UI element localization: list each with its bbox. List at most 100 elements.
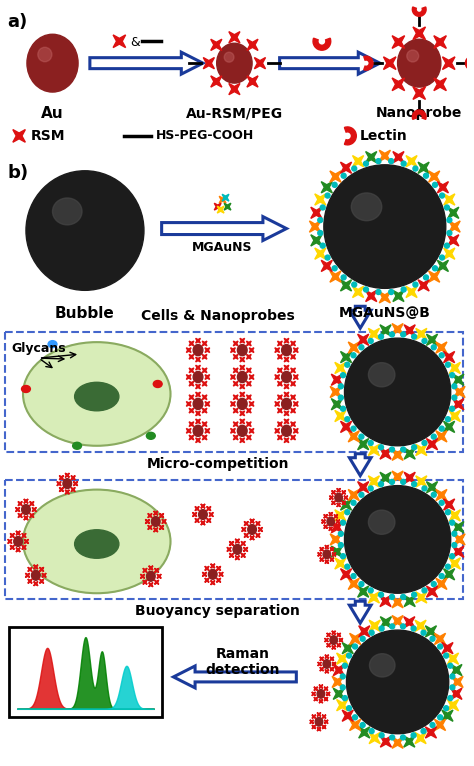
Polygon shape [349,601,371,623]
Polygon shape [359,626,370,637]
Circle shape [439,255,445,260]
Polygon shape [217,578,221,582]
Polygon shape [162,217,286,241]
Circle shape [338,384,343,389]
Circle shape [379,334,383,339]
Ellipse shape [282,425,292,437]
Polygon shape [365,290,377,302]
Polygon shape [330,667,334,671]
Polygon shape [350,719,361,731]
Ellipse shape [351,193,382,221]
Circle shape [390,594,394,600]
Polygon shape [406,286,417,297]
Polygon shape [331,398,342,410]
Polygon shape [322,715,326,719]
Polygon shape [278,355,283,359]
Polygon shape [331,546,342,558]
Circle shape [390,332,394,337]
Circle shape [446,565,450,569]
Polygon shape [404,617,415,628]
Polygon shape [196,419,201,424]
Circle shape [447,218,452,223]
Polygon shape [337,489,340,492]
Wedge shape [364,56,373,70]
Polygon shape [196,365,201,370]
Polygon shape [143,568,147,572]
Polygon shape [325,638,328,642]
Circle shape [318,218,323,223]
Polygon shape [16,531,20,535]
Circle shape [450,406,455,411]
Ellipse shape [193,372,203,382]
Polygon shape [330,271,341,282]
Polygon shape [357,482,369,493]
Polygon shape [291,341,295,346]
Polygon shape [321,182,332,193]
Text: b): b) [7,164,28,182]
Ellipse shape [151,516,160,526]
Polygon shape [189,422,194,427]
Circle shape [448,696,453,701]
Circle shape [445,243,449,248]
Polygon shape [353,155,364,167]
Polygon shape [202,408,207,413]
Ellipse shape [14,536,22,546]
Circle shape [412,334,417,339]
Ellipse shape [224,52,234,62]
Polygon shape [291,422,295,427]
Polygon shape [368,329,380,339]
Text: Cells & Nanoprobes: Cells & Nanoprobes [141,309,294,323]
Polygon shape [333,664,344,676]
Polygon shape [34,565,38,569]
Polygon shape [291,381,295,386]
Polygon shape [293,348,298,352]
Ellipse shape [193,345,203,355]
Polygon shape [284,411,289,416]
Polygon shape [57,482,61,486]
Polygon shape [392,597,403,608]
Ellipse shape [48,341,57,348]
Polygon shape [30,513,34,518]
Polygon shape [427,438,438,450]
Polygon shape [368,476,380,487]
Circle shape [438,715,443,720]
Circle shape [452,532,457,536]
Polygon shape [202,435,207,440]
Polygon shape [240,438,245,443]
Polygon shape [337,503,340,507]
Polygon shape [192,512,197,516]
Polygon shape [324,525,328,529]
Polygon shape [342,710,353,722]
Polygon shape [312,725,316,728]
Circle shape [389,159,393,164]
Polygon shape [211,39,222,51]
Polygon shape [249,401,254,406]
Circle shape [318,231,323,235]
Polygon shape [65,490,69,494]
Polygon shape [293,428,298,434]
Polygon shape [317,712,321,716]
Circle shape [447,231,452,235]
Polygon shape [230,428,236,434]
Polygon shape [404,448,415,459]
Circle shape [376,159,381,164]
Polygon shape [189,435,194,440]
Polygon shape [348,578,359,590]
Wedge shape [465,56,474,70]
Polygon shape [8,539,12,544]
Polygon shape [369,732,380,744]
Polygon shape [233,355,238,359]
Polygon shape [415,732,426,744]
Circle shape [364,161,368,166]
Circle shape [342,663,347,668]
Polygon shape [42,573,46,578]
Polygon shape [448,234,459,246]
Circle shape [450,554,455,558]
Polygon shape [452,676,463,688]
Ellipse shape [282,345,292,355]
Circle shape [325,193,330,198]
Polygon shape [392,471,403,483]
Polygon shape [436,342,447,353]
Polygon shape [434,36,447,48]
Circle shape [439,193,445,198]
